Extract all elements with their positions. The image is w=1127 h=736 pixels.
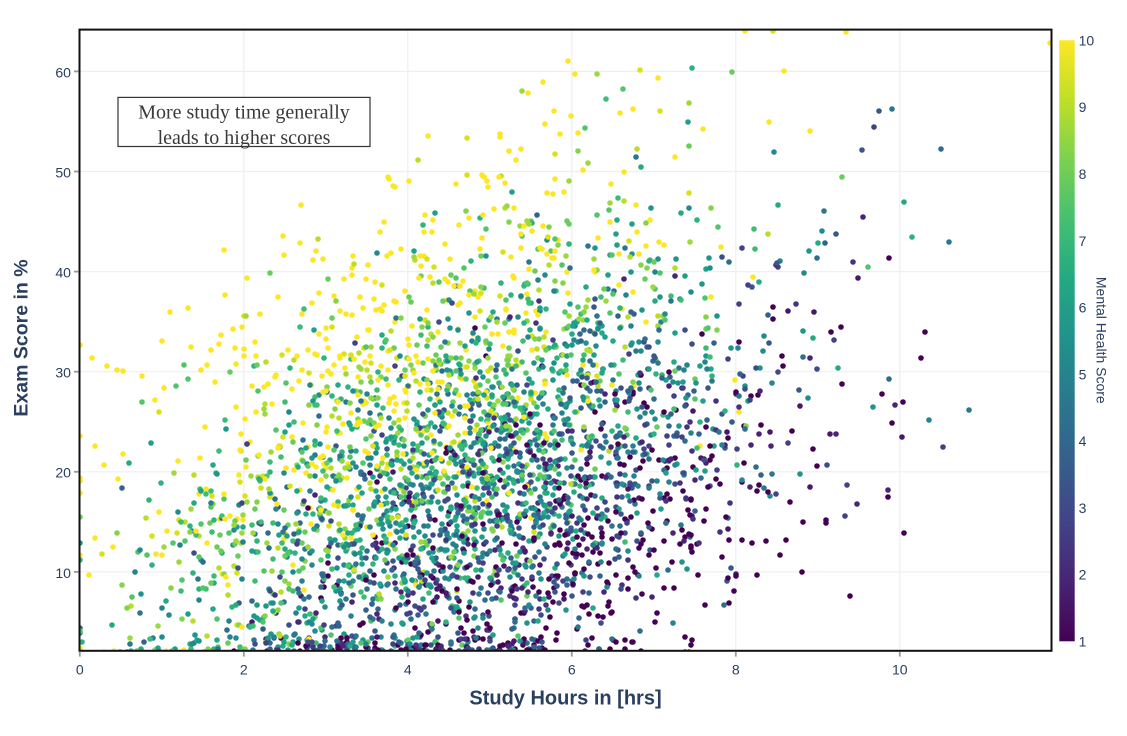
svg-text:6: 6 bbox=[568, 661, 576, 677]
svg-text:50: 50 bbox=[55, 164, 71, 180]
svg-text:More study time generally: More study time generally bbox=[138, 101, 350, 123]
svg-text:0: 0 bbox=[76, 661, 84, 677]
svg-text:Mental Health Score: Mental Health Score bbox=[1094, 277, 1110, 404]
svg-text:60: 60 bbox=[55, 64, 71, 80]
svg-text:8: 8 bbox=[732, 661, 740, 677]
svg-text:4: 4 bbox=[1079, 433, 1087, 449]
svg-text:10: 10 bbox=[892, 661, 908, 677]
svg-text:7: 7 bbox=[1079, 233, 1087, 249]
svg-text:30: 30 bbox=[55, 365, 71, 381]
svg-text:4: 4 bbox=[404, 661, 412, 677]
svg-text:9: 9 bbox=[1079, 99, 1087, 115]
svg-text:10: 10 bbox=[55, 565, 71, 581]
svg-text:20: 20 bbox=[55, 465, 71, 481]
svg-text:8: 8 bbox=[1079, 166, 1087, 182]
svg-text:6: 6 bbox=[1079, 300, 1087, 316]
svg-text:10: 10 bbox=[1079, 32, 1095, 48]
svg-text:40: 40 bbox=[55, 265, 71, 281]
svg-text:1: 1 bbox=[1079, 633, 1087, 649]
svg-text:leads to higher scores: leads to higher scores bbox=[158, 127, 331, 149]
svg-text:Study Hours in [hrs]: Study Hours in [hrs] bbox=[469, 688, 661, 710]
svg-text:2: 2 bbox=[1079, 567, 1087, 583]
svg-text:Exam Score in %: Exam Score in % bbox=[11, 259, 33, 416]
svg-text:3: 3 bbox=[1079, 500, 1087, 516]
svg-text:2: 2 bbox=[240, 661, 248, 677]
svg-text:5: 5 bbox=[1079, 366, 1087, 382]
